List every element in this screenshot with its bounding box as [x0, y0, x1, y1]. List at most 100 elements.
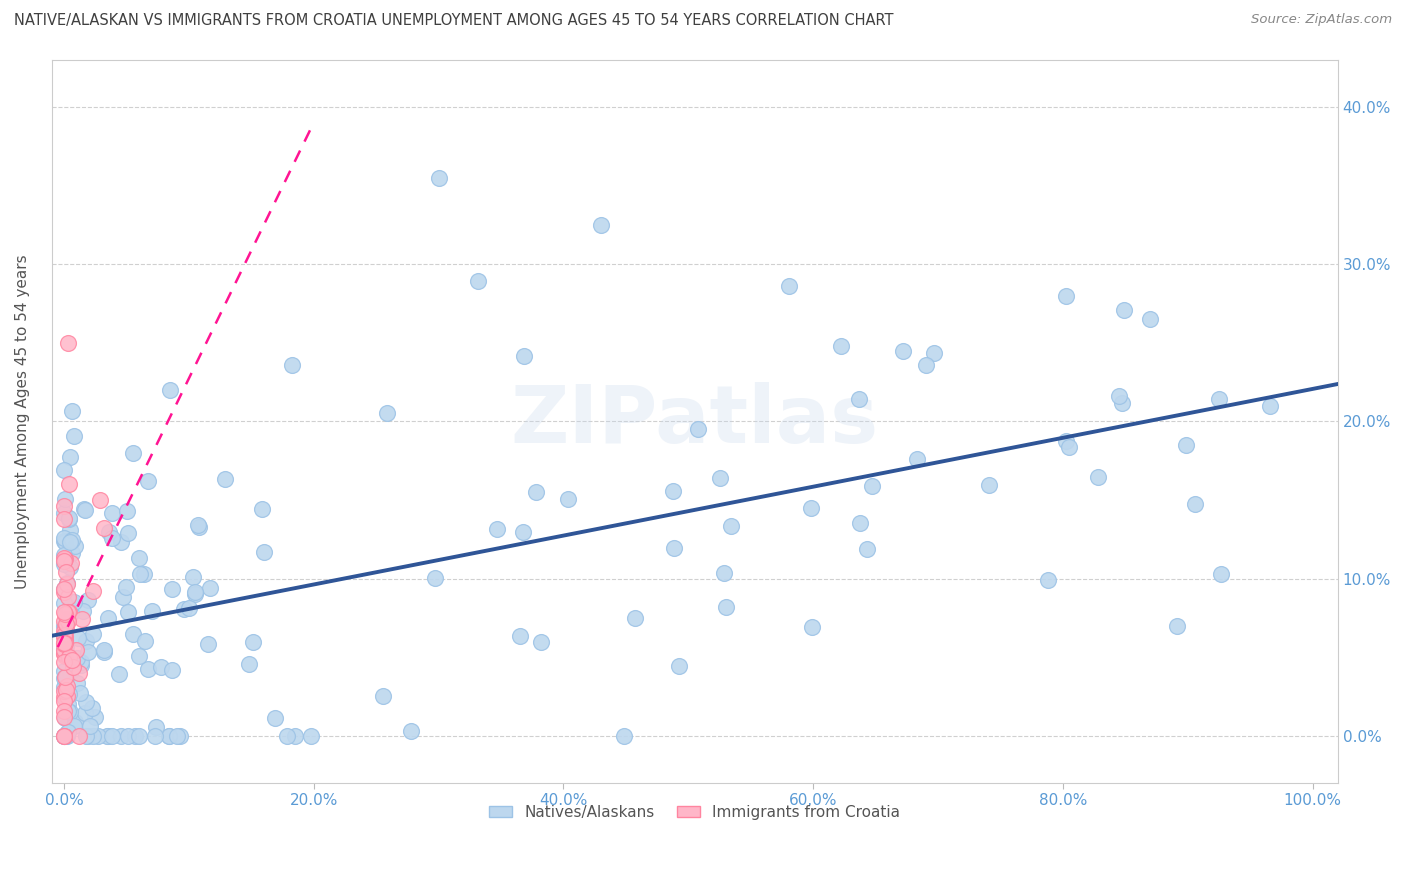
Point — [100, 729, 122, 743]
Point — [56, 575, 79, 590]
Point — [58, 601, 80, 615]
Point — [53, 531, 76, 545]
Point — [82, 583, 104, 598]
Point — [242, 635, 264, 649]
Point — [276, 729, 298, 743]
Point — [56, 697, 79, 711]
Point — [67, 729, 90, 743]
Point — [169, 729, 191, 743]
Point — [62, 660, 84, 674]
Point — [76, 593, 98, 607]
Point — [56, 612, 79, 626]
Point — [138, 474, 160, 488]
Point — [97, 524, 120, 539]
Point — [55, 670, 77, 684]
Point — [117, 729, 139, 743]
Point — [53, 729, 76, 743]
Point — [53, 506, 76, 520]
Point — [65, 643, 87, 657]
Point — [53, 729, 76, 743]
Point — [197, 637, 219, 651]
Point — [157, 729, 180, 743]
Point — [53, 636, 76, 650]
Point — [93, 645, 115, 659]
Point — [1166, 619, 1188, 633]
Point — [214, 472, 236, 486]
Point — [524, 485, 547, 500]
Point — [111, 590, 134, 604]
Point — [53, 630, 76, 644]
Point — [55, 622, 77, 636]
Point — [59, 524, 82, 538]
Y-axis label: Unemployment Among Ages 45 to 54 years: Unemployment Among Ages 45 to 54 years — [15, 254, 30, 589]
Point — [427, 170, 450, 185]
Point — [713, 566, 735, 581]
Point — [75, 706, 97, 721]
Text: NATIVE/ALASKAN VS IMMIGRANTS FROM CROATIA UNEMPLOYMENT AMONG AGES 45 TO 54 YEARS: NATIVE/ALASKAN VS IMMIGRANTS FROM CROATI… — [14, 13, 894, 29]
Point — [141, 604, 163, 618]
Point — [613, 729, 636, 743]
Point — [467, 274, 489, 288]
Point — [58, 477, 80, 491]
Point — [905, 451, 928, 466]
Point — [76, 645, 98, 659]
Point — [56, 647, 79, 661]
Point — [53, 554, 76, 568]
Point — [281, 359, 304, 373]
Point — [128, 551, 150, 566]
Point — [56, 577, 79, 591]
Point — [70, 655, 93, 669]
Point — [97, 729, 120, 743]
Point — [53, 637, 76, 651]
Point — [423, 572, 446, 586]
Point — [977, 478, 1000, 492]
Point — [53, 491, 76, 506]
Point — [55, 682, 77, 697]
Point — [720, 518, 742, 533]
Point — [53, 680, 76, 694]
Point — [1258, 399, 1281, 413]
Point — [56, 679, 79, 693]
Point — [76, 729, 98, 743]
Point — [53, 585, 76, 599]
Point — [624, 611, 647, 625]
Point — [668, 659, 690, 673]
Point — [53, 628, 76, 642]
Point — [53, 636, 76, 650]
Point — [53, 596, 76, 610]
Point — [134, 566, 156, 581]
Point — [62, 719, 84, 733]
Point — [557, 492, 579, 507]
Point — [59, 535, 82, 549]
Point — [138, 661, 160, 675]
Point — [63, 715, 86, 730]
Point — [1184, 497, 1206, 511]
Point — [53, 670, 76, 684]
Point — [924, 346, 946, 360]
Point — [59, 450, 82, 464]
Point — [53, 632, 76, 647]
Point — [110, 729, 132, 743]
Point — [53, 629, 76, 643]
Point — [89, 492, 111, 507]
Point — [299, 729, 322, 743]
Point — [93, 642, 115, 657]
Point — [66, 651, 89, 665]
Point — [53, 615, 76, 629]
Point — [58, 559, 80, 574]
Text: Source: ZipAtlas.com: Source: ZipAtlas.com — [1251, 13, 1392, 27]
Point — [1139, 312, 1161, 326]
Point — [485, 522, 508, 536]
Point — [75, 633, 97, 648]
Point — [284, 729, 307, 743]
Point — [63, 429, 86, 443]
Point — [117, 504, 139, 518]
Point — [55, 690, 77, 705]
Point — [53, 646, 76, 660]
Point — [60, 533, 83, 547]
Point — [173, 601, 195, 615]
Point — [53, 619, 76, 633]
Point — [238, 657, 260, 672]
Point — [56, 689, 79, 703]
Point — [53, 551, 76, 566]
